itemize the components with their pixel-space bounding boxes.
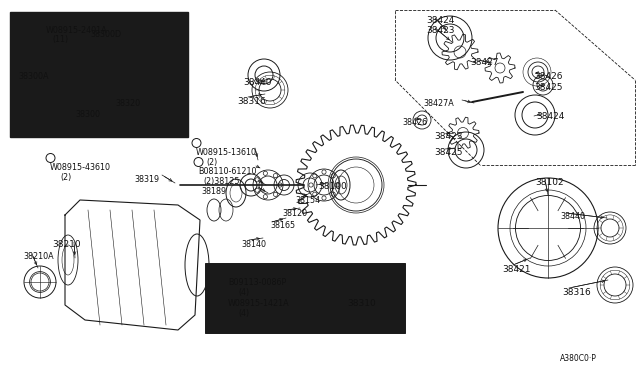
Text: W08915-1421A: W08915-1421A: [228, 299, 290, 308]
Text: (2): (2): [206, 158, 217, 167]
Text: 38189: 38189: [201, 187, 226, 196]
Text: 38423: 38423: [426, 26, 454, 35]
Text: W08915-13610: W08915-13610: [196, 148, 257, 157]
Text: (4): (4): [238, 288, 249, 297]
Text: 38320: 38320: [115, 99, 140, 108]
Text: B09113-0086P: B09113-0086P: [228, 278, 286, 287]
Text: 38154: 38154: [295, 196, 320, 205]
Text: (11): (11): [52, 35, 68, 44]
Bar: [10, 12, 188, 137]
Text: 38300: 38300: [75, 110, 100, 119]
Text: 38424: 38424: [426, 16, 454, 25]
Text: 38424: 38424: [536, 112, 564, 121]
Text: 38425: 38425: [534, 83, 563, 92]
Text: 38300A: 38300A: [18, 72, 49, 81]
Text: 38319: 38319: [134, 175, 159, 184]
Text: 38440: 38440: [560, 212, 585, 221]
Text: 38423: 38423: [434, 132, 463, 141]
Text: 38140: 38140: [241, 240, 266, 249]
Text: 38310: 38310: [347, 299, 376, 308]
Text: (2): (2): [60, 173, 71, 182]
Text: 38427: 38427: [470, 58, 499, 67]
Text: 38210: 38210: [52, 240, 81, 249]
Text: 38120: 38120: [282, 209, 307, 218]
Text: W08915-2401A: W08915-2401A: [46, 26, 108, 35]
Text: A380C0·P: A380C0·P: [560, 354, 597, 363]
Text: 38316: 38316: [237, 97, 266, 106]
Text: 38425: 38425: [434, 148, 463, 157]
Text: W08915-43610: W08915-43610: [50, 163, 111, 172]
Text: (4): (4): [238, 309, 249, 318]
Text: 38210A: 38210A: [23, 252, 54, 261]
Text: 38426: 38426: [534, 72, 563, 81]
Text: 38102: 38102: [535, 178, 564, 187]
Text: 38316: 38316: [562, 288, 591, 297]
Text: 38165: 38165: [270, 221, 295, 230]
Bar: [205, 263, 405, 333]
Text: (2)38125: (2)38125: [203, 177, 239, 186]
Text: 38421: 38421: [502, 265, 531, 274]
Text: 38427A: 38427A: [423, 99, 454, 108]
Text: B08110-61210: B08110-61210: [198, 167, 257, 176]
Text: 38100: 38100: [318, 182, 347, 191]
Text: 38426: 38426: [402, 118, 427, 127]
Text: 38300D: 38300D: [90, 30, 121, 39]
Text: 38440: 38440: [243, 78, 271, 87]
